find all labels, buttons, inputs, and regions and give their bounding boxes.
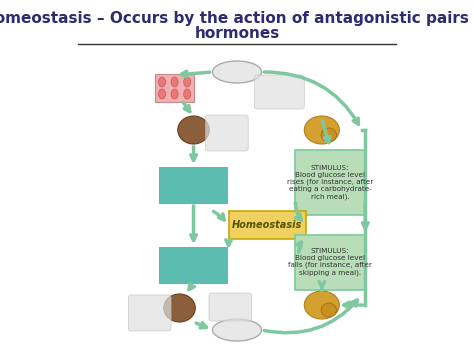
Circle shape xyxy=(171,77,178,87)
Ellipse shape xyxy=(164,294,195,322)
Ellipse shape xyxy=(321,303,337,317)
Ellipse shape xyxy=(321,128,337,142)
FancyBboxPatch shape xyxy=(128,295,171,331)
FancyBboxPatch shape xyxy=(205,115,248,151)
Text: Homeostasis: Homeostasis xyxy=(232,220,302,230)
FancyBboxPatch shape xyxy=(228,211,306,239)
FancyBboxPatch shape xyxy=(209,293,252,321)
Text: STIMULUS:
Blood glucose level
falls (for instance, after
skipping a meal).: STIMULUS: Blood glucose level falls (for… xyxy=(288,248,372,276)
Circle shape xyxy=(171,89,178,99)
Text: Homeostasis – Occurs by the action of antagonistic pairs of: Homeostasis – Occurs by the action of an… xyxy=(0,11,474,26)
Circle shape xyxy=(184,89,191,99)
FancyBboxPatch shape xyxy=(255,75,304,109)
Ellipse shape xyxy=(178,116,210,144)
Ellipse shape xyxy=(212,319,262,341)
FancyBboxPatch shape xyxy=(295,234,365,290)
FancyBboxPatch shape xyxy=(295,150,365,214)
FancyBboxPatch shape xyxy=(160,247,227,283)
FancyBboxPatch shape xyxy=(160,167,227,203)
Circle shape xyxy=(184,77,191,87)
Ellipse shape xyxy=(212,61,262,83)
Ellipse shape xyxy=(304,116,339,144)
Ellipse shape xyxy=(304,291,339,319)
Circle shape xyxy=(158,89,165,99)
Text: STIMULUS:
Blood glucose level
rises (for instance, after
eating a carbohydrate-
: STIMULUS: Blood glucose level rises (for… xyxy=(287,165,374,199)
FancyBboxPatch shape xyxy=(155,74,194,102)
Circle shape xyxy=(158,77,165,87)
Text: hormones: hormones xyxy=(194,26,280,41)
